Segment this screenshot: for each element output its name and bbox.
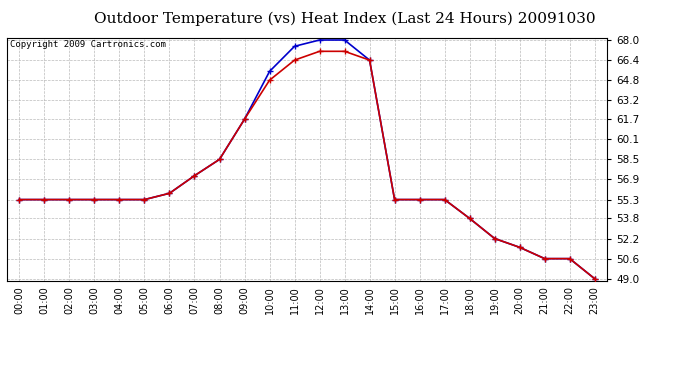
Text: Copyright 2009 Cartronics.com: Copyright 2009 Cartronics.com <box>10 40 166 49</box>
Text: Outdoor Temperature (vs) Heat Index (Last 24 Hours) 20091030: Outdoor Temperature (vs) Heat Index (Las… <box>95 11 595 26</box>
